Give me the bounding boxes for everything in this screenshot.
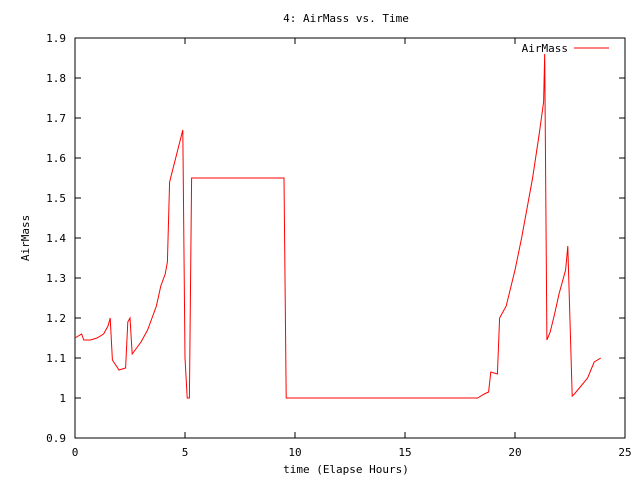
y-axis-label: AirMass xyxy=(19,215,32,261)
y-tick-label: 1.7 xyxy=(46,112,66,125)
x-axis: 0 5 10 15 20 25 xyxy=(72,38,632,459)
y-tick-label: 1 xyxy=(59,392,66,405)
legend: AirMass xyxy=(522,42,609,55)
y-tick-label: 1.2 xyxy=(46,312,66,325)
series-line-airmass xyxy=(74,53,602,399)
x-tick-label: 15 xyxy=(398,446,411,459)
y-tick-label: 1.8 xyxy=(46,72,66,85)
y-tick-label: 1.6 xyxy=(46,152,66,165)
chart-title: 4: AirMass vs. Time xyxy=(283,12,409,25)
y-axis: 0.9 1 1.1 1.2 1.3 1.4 1.5 1.6 1.7 1.8 1.9 xyxy=(46,32,625,445)
x-axis-label: time (Elapse Hours) xyxy=(283,463,409,476)
y-tick-label: 1.4 xyxy=(46,232,66,245)
y-tick-label: 1.9 xyxy=(46,32,66,45)
x-tick-label: 20 xyxy=(508,446,521,459)
x-tick-label: 10 xyxy=(288,446,301,459)
x-tick-label: 25 xyxy=(618,446,631,459)
y-tick-label: 1.5 xyxy=(46,192,66,205)
y-tick-label: 1.3 xyxy=(46,272,66,285)
x-tick-label: 0 xyxy=(72,446,79,459)
legend-label: AirMass xyxy=(522,42,568,55)
y-tick-label: 1.1 xyxy=(46,352,66,365)
x-tick-label: 5 xyxy=(182,446,189,459)
y-tick-label: 0.9 xyxy=(46,432,66,445)
